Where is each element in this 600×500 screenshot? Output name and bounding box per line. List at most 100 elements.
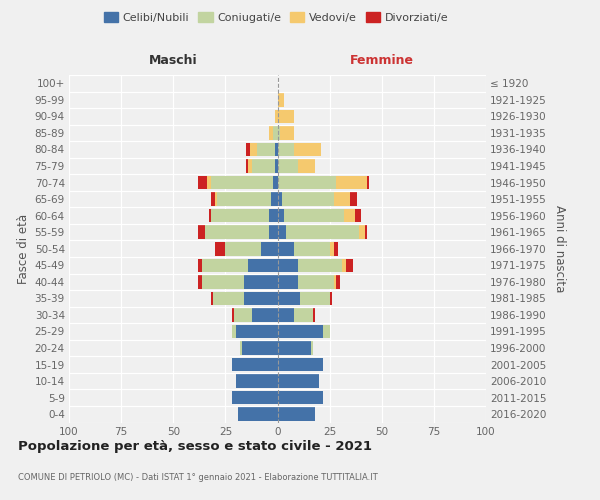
Bar <box>286 226 359 239</box>
Bar <box>232 358 277 372</box>
Bar <box>253 159 275 173</box>
Bar <box>336 275 340 288</box>
Bar <box>274 176 277 190</box>
Bar <box>365 226 367 239</box>
Bar <box>274 126 277 140</box>
Bar <box>206 176 211 190</box>
Bar <box>205 226 269 239</box>
Bar <box>248 159 253 173</box>
Bar <box>269 209 277 222</box>
Bar <box>246 142 250 156</box>
Bar <box>284 209 344 222</box>
Bar <box>277 176 336 190</box>
Bar <box>244 292 277 305</box>
Bar <box>198 176 206 190</box>
Bar <box>253 308 277 322</box>
Bar <box>277 126 280 140</box>
Bar <box>236 324 277 338</box>
Bar <box>334 275 336 288</box>
Bar <box>294 142 321 156</box>
Text: Femmine: Femmine <box>350 54 414 68</box>
Bar <box>277 308 294 322</box>
Bar <box>226 242 261 256</box>
Bar <box>277 275 298 288</box>
Bar <box>277 358 323 372</box>
Text: COMUNE DI PETRIOLO (MC) - Dati ISTAT 1° gennaio 2021 - Elaborazione TUTTITALIA.I: COMUNE DI PETRIOLO (MC) - Dati ISTAT 1° … <box>18 473 378 482</box>
Bar <box>355 209 361 222</box>
Y-axis label: Fasce di età: Fasce di età <box>17 214 31 284</box>
Bar <box>242 342 277 355</box>
Bar <box>269 226 277 239</box>
Bar <box>334 242 338 256</box>
Bar <box>277 159 298 173</box>
Bar <box>277 342 311 355</box>
Bar <box>323 324 329 338</box>
Bar <box>248 258 277 272</box>
Bar <box>342 258 346 272</box>
Bar <box>232 391 277 404</box>
Bar <box>211 192 215 206</box>
Bar <box>202 275 244 288</box>
Bar <box>209 209 211 222</box>
Bar <box>298 159 315 173</box>
Bar <box>277 292 301 305</box>
Bar <box>329 292 332 305</box>
Bar <box>269 126 274 140</box>
Bar <box>261 242 277 256</box>
Bar <box>280 126 294 140</box>
Bar <box>277 324 323 338</box>
Bar <box>275 142 277 156</box>
Text: Popolazione per età, sesso e stato civile - 2021: Popolazione per età, sesso e stato civil… <box>18 440 372 453</box>
Bar <box>275 110 277 123</box>
Bar <box>234 308 253 322</box>
Bar <box>232 308 234 322</box>
Bar <box>198 258 202 272</box>
Bar <box>329 242 334 256</box>
Bar <box>211 292 213 305</box>
Bar <box>313 308 315 322</box>
Bar <box>334 192 350 206</box>
Bar <box>277 142 294 156</box>
Bar <box>311 342 313 355</box>
Bar <box>236 374 277 388</box>
Bar <box>213 292 244 305</box>
Bar <box>336 176 367 190</box>
Legend: Celibi/Nubili, Coniugati/e, Vedovi/e, Divorziati/e: Celibi/Nubili, Coniugati/e, Vedovi/e, Di… <box>100 8 452 28</box>
Bar <box>198 275 202 288</box>
Bar <box>211 209 269 222</box>
Bar <box>238 408 277 421</box>
Bar <box>240 342 242 355</box>
Bar <box>232 324 236 338</box>
Bar <box>202 258 248 272</box>
Bar <box>277 408 315 421</box>
Bar <box>277 209 284 222</box>
Bar <box>198 226 205 239</box>
Bar <box>277 242 294 256</box>
Bar <box>257 142 275 156</box>
Bar <box>271 192 277 206</box>
Bar <box>250 142 257 156</box>
Bar <box>367 176 369 190</box>
Bar <box>244 275 277 288</box>
Bar <box>277 391 323 404</box>
Y-axis label: Anni di nascita: Anni di nascita <box>553 205 566 292</box>
Bar <box>301 292 329 305</box>
Bar <box>344 209 355 222</box>
Bar <box>277 110 294 123</box>
Bar <box>277 374 319 388</box>
Bar <box>211 176 274 190</box>
Bar <box>246 159 248 173</box>
Bar <box>359 226 365 239</box>
Bar <box>281 192 334 206</box>
Bar <box>294 242 329 256</box>
Bar <box>277 226 286 239</box>
Bar <box>217 192 271 206</box>
Bar <box>275 159 277 173</box>
Bar <box>277 93 284 106</box>
Bar <box>346 258 353 272</box>
Bar <box>294 308 313 322</box>
Bar <box>350 192 357 206</box>
Bar <box>298 258 342 272</box>
Bar <box>277 258 298 272</box>
Bar <box>277 192 281 206</box>
